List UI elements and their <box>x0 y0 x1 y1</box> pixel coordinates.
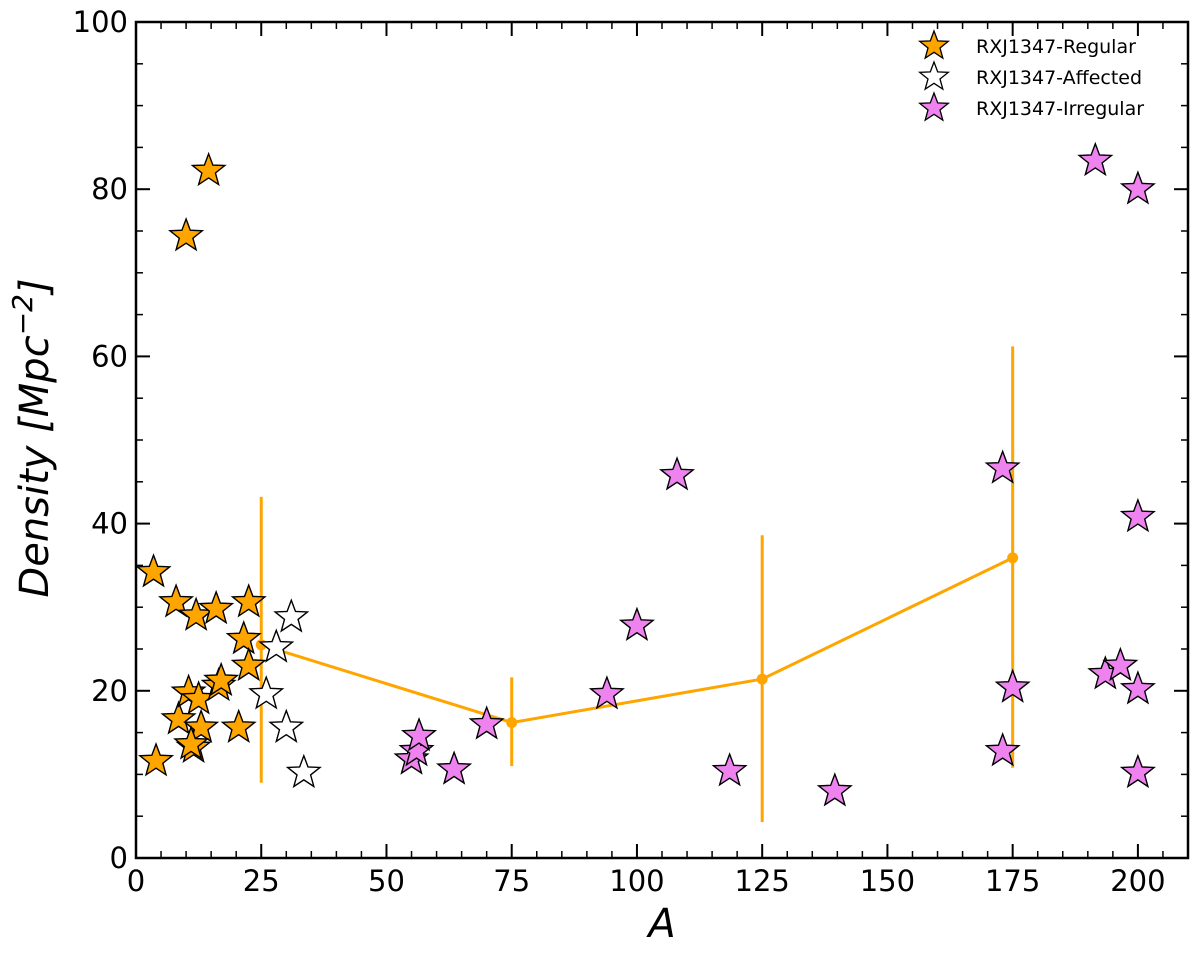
point-rxj1347-irregular <box>984 731 1021 767</box>
x-tick-label: 150 <box>860 864 915 898</box>
y-axis-label-exponent: −2 <box>6 294 39 335</box>
point-rxj1347-irregular <box>994 668 1031 703</box>
axes-layer: 0 25 50 75 100 125 150 175 200 0 20 40 60 80 100 <box>73 5 1189 898</box>
point-rxj1347-irregular <box>588 675 625 710</box>
point-rxj1347-irregular <box>1119 753 1156 789</box>
y-tick-label: 20 <box>91 674 128 708</box>
point-rxj1347-regular <box>225 619 262 655</box>
x-tick-label: 125 <box>735 864 790 898</box>
point-rxj1347-irregular <box>658 456 696 491</box>
binned-line <box>260 556 1014 725</box>
legend-label: RXJ1347-Affected <box>976 67 1142 89</box>
point-rxj1347-regular <box>183 708 220 743</box>
point-rxj1347-regular <box>198 589 235 625</box>
legend-marker <box>917 60 951 91</box>
point-rxj1347-irregular <box>816 772 853 807</box>
point-rxj1347-irregular <box>984 449 1021 484</box>
point-rxj1347-regular <box>135 553 172 588</box>
point-rxj1347-regular <box>230 583 267 618</box>
y-tick-label: 60 <box>91 339 128 373</box>
point-rxj1347-regular <box>190 151 227 187</box>
point-rxj1347-regular <box>203 661 240 697</box>
x-tick-label: 25 <box>243 864 280 898</box>
point-rxj1347-regular <box>220 708 257 743</box>
point-rxj1347-regular <box>160 700 197 735</box>
x-tick-label: 0 <box>127 864 145 898</box>
legend-label: RXJ1347-Irregular <box>976 98 1144 120</box>
legend-label: RXJ1347-Regular <box>976 36 1136 58</box>
point-rxj1347-irregular <box>1119 170 1156 205</box>
y-tick-label: 80 <box>91 172 128 206</box>
y-tick-label: 0 <box>110 841 128 875</box>
frame-layer <box>134 20 1190 860</box>
x-tick-label: 200 <box>1110 864 1165 898</box>
points-layer <box>135 141 1156 807</box>
y-tick-label: 100 <box>73 5 128 39</box>
y-axis-label-close: ] <box>12 278 58 296</box>
point-rxj1347-regular <box>168 217 205 252</box>
point-rxj1347-irregular <box>468 705 505 740</box>
point-rxj1347-irregular <box>1119 670 1156 705</box>
point-rxj1347-irregular <box>436 750 473 785</box>
y-tick-label: 40 <box>91 507 128 541</box>
point-rxj1347-affected <box>258 628 295 663</box>
point-rxj1347-affected <box>273 598 310 633</box>
point-rxj1347-affected <box>268 708 305 743</box>
binned-point <box>756 673 768 685</box>
point-rxj1347-irregular <box>618 606 656 641</box>
binned-point <box>1007 552 1019 564</box>
x-tick-label: 175 <box>985 864 1040 898</box>
point-rxj1347-regular <box>137 742 175 777</box>
point-rxj1347-irregular <box>400 716 438 752</box>
point-rxj1347-irregular <box>1077 141 1114 177</box>
point-rxj1347-irregular <box>398 731 435 767</box>
point-rxj1347-regular <box>173 725 210 760</box>
x-axis-label: A <box>645 901 675 947</box>
point-rxj1347-affected <box>248 675 285 710</box>
legend-marker <box>917 91 951 122</box>
point-rxj1347-regular <box>230 646 267 682</box>
binned-line-layer <box>255 346 1019 823</box>
x-tick-label: 100 <box>609 864 664 898</box>
x-tick-label: 75 <box>493 864 530 898</box>
labels-layer: A Density [Mpc−2] <box>6 278 676 947</box>
point-rxj1347-irregular <box>1102 646 1139 682</box>
binned-point <box>506 717 518 729</box>
point-rxj1347-irregular <box>1119 497 1156 533</box>
legend-marker <box>917 29 951 60</box>
legend: RXJ1347-Regular RXJ1347-Affected RXJ1347-I… <box>917 29 1144 122</box>
point-rxj1347-regular <box>158 583 195 618</box>
point-rxj1347-affected <box>285 753 322 789</box>
x-tick-label: 50 <box>368 864 405 898</box>
point-rxj1347-irregular <box>711 752 748 787</box>
y-axis-label-main: Density [Mpc <box>12 335 58 597</box>
plot-frame <box>134 20 1190 860</box>
y-axis-label: Density [Mpc−2] <box>6 278 58 597</box>
